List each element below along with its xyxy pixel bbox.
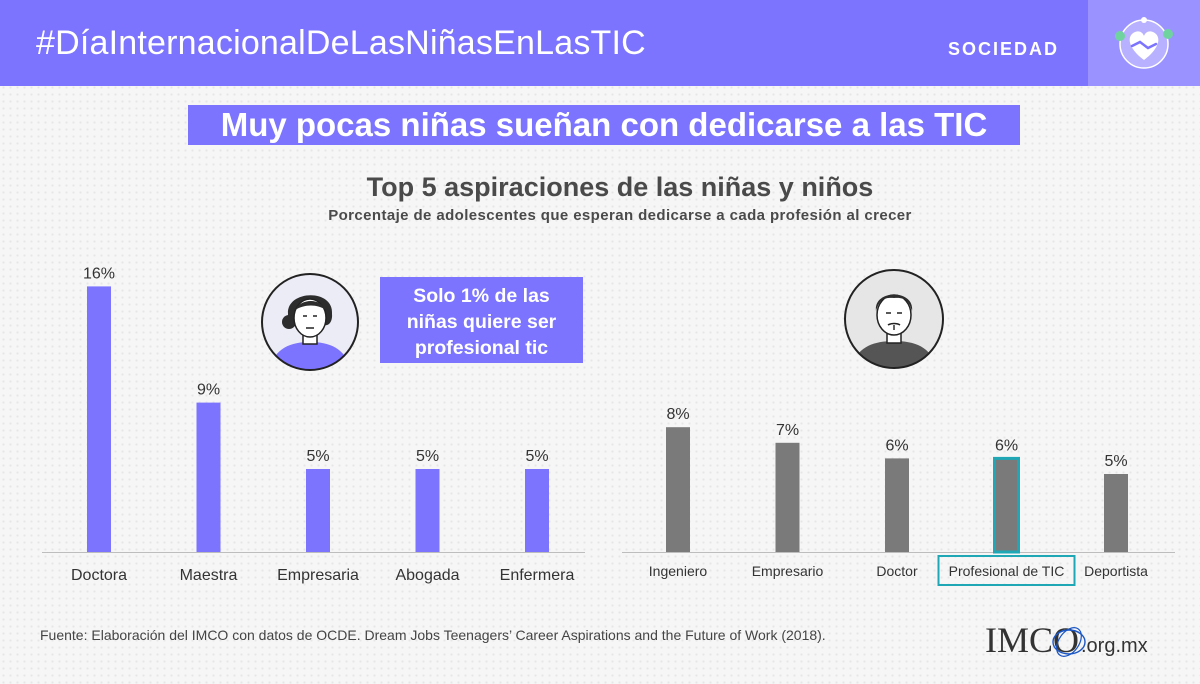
bar-boys [885,458,909,552]
category-label: Abogada [395,567,459,584]
handshake-heart-icon [1115,17,1173,69]
category-label: Deportista [1084,563,1148,579]
bar-boys [666,427,690,552]
category-label: Maestra [180,567,238,584]
bar-value-label: 9% [197,382,220,399]
bar-girls [415,469,440,552]
bar-value-label: 6% [885,437,908,454]
callout-line-1: Solo 1% de las [413,285,550,307]
bar-value-label: 5% [525,448,548,465]
bar-value-label: 5% [416,448,439,465]
logo-domain: .org.mx [1081,635,1148,657]
imco-logo: IMCO .org.mx [985,618,1160,663]
source-note: Fuente: Elaboración del IMCO con datos d… [40,627,826,643]
bar-girls [87,286,111,552]
girl-avatar-icon [255,272,365,377]
bar-value-label: 8% [666,406,689,423]
bar-value-label: 5% [306,448,329,465]
callout-box: Solo 1% de las niñas quiere ser profesio… [380,277,583,363]
category-label: Ingeniero [649,563,708,579]
bar-girls [306,469,330,552]
hashtag-title: #DíaInternacionalDeLasNiñasEnLasTIC [36,24,646,62]
chart-subtitle: Porcentaje de adolescentes que esperan d… [328,207,912,224]
callout-line-2: niñas quiere ser [406,311,557,333]
category-label: Empresario [752,563,824,579]
section-icon-box [1088,0,1200,86]
highlight-label-box [937,555,1076,586]
bar-girls [196,402,221,552]
header-bar: #DíaInternacionalDeLasNiñasEnLasTIC SOCI… [0,0,1200,86]
bar-value-label: 7% [776,422,799,439]
callout-line-3: profesional tic [414,337,549,359]
category-label: Profesional de TIC [949,563,1065,579]
section-label: SOCIEDAD [948,39,1060,59]
chart-title: Top 5 aspiraciones de las niñas y niños [366,172,874,202]
bar-charts: 16% Doctora 9% Maestra 5% Empresaria 5% Abogada… [42,265,1175,586]
bar-value-label: 6% [995,437,1018,454]
bar-value-label: 16% [83,265,115,282]
category-label: Empresaria [277,567,359,584]
category-label: Doctora [71,567,127,584]
headline: Muy pocas niñas sueñan con dedicarse a l… [188,105,1020,145]
bar-boys [775,442,800,552]
category-label: Doctor [876,563,918,579]
bar-boys [993,456,1020,554]
bar-boys [1104,474,1128,552]
bar-girls [525,469,549,552]
category-label: Enfermera [500,567,575,584]
boy-avatar-icon [839,267,949,376]
bar-value-label: 5% [1104,453,1127,470]
